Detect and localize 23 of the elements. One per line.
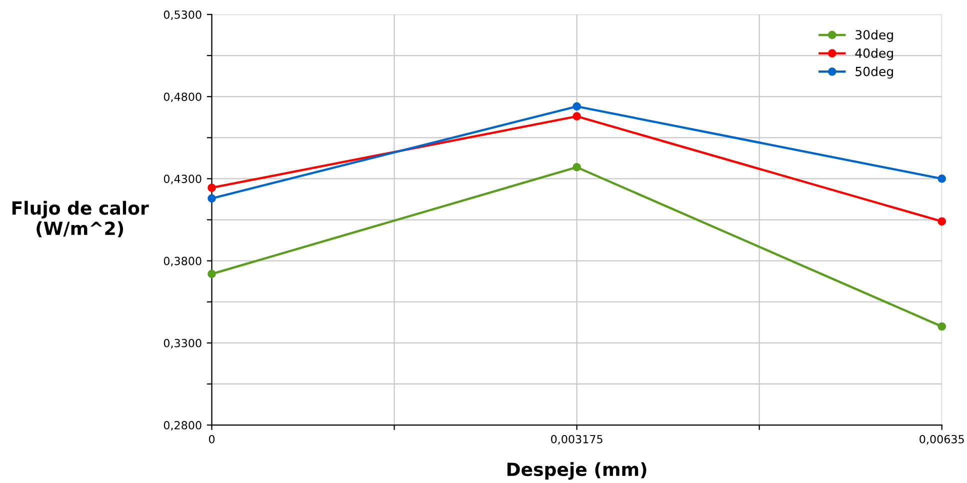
y-tick-label: 0,2800 (164, 421, 202, 431)
point (572, 102, 581, 111)
x-axis-title: Despeje (mm) (507, 462, 646, 480)
y-tick-label: 0,3300 (164, 338, 202, 348)
x-tick-label: 0,00635 (920, 434, 964, 444)
point (572, 112, 581, 120)
legend-label: 50deg (856, 66, 893, 79)
y-tick-label: 0,4800 (164, 92, 202, 102)
point (208, 194, 216, 203)
y-tick-label: 0,3800 (164, 256, 202, 266)
y-tick-label: 0,4300 (164, 174, 202, 184)
legend-label: 40deg (855, 48, 893, 60)
point (938, 174, 946, 183)
point (208, 184, 216, 192)
y-tick-label: 0,5300 (164, 10, 202, 20)
point (572, 163, 581, 172)
x-tick-label: 0 (208, 434, 215, 444)
point (208, 270, 216, 278)
point (938, 322, 946, 331)
point (938, 217, 946, 226)
y-axis-title: Flujo de calor (W/m^2) (12, 200, 149, 238)
x-tick-label: 0,003175 (551, 434, 602, 444)
legend-label: 30deg (856, 30, 893, 42)
